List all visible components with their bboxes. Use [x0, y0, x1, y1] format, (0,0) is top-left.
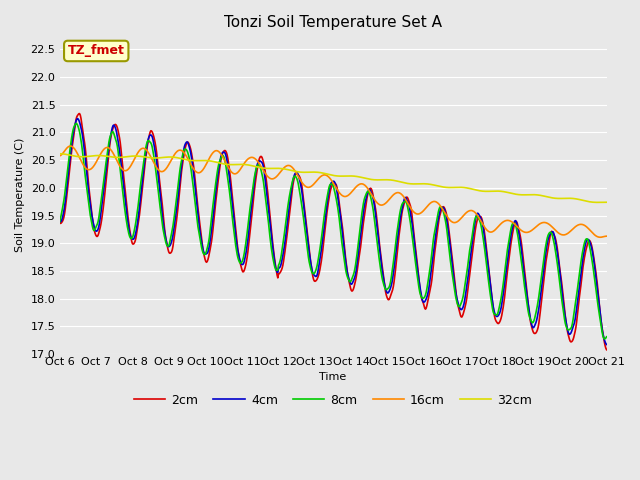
- Text: TZ_fmet: TZ_fmet: [68, 45, 125, 58]
- 8cm: [600, 336, 608, 342]
- 16cm: [269, 176, 276, 182]
- 8cm: [72, 120, 80, 126]
- 16cm: [121, 168, 129, 173]
- Legend: 2cm, 4cm, 8cm, 16cm, 32cm: 2cm, 4cm, 8cm, 16cm, 32cm: [129, 389, 537, 412]
- Y-axis label: Soil Temperature (C): Soil Temperature (C): [15, 138, 25, 252]
- 16cm: [248, 155, 256, 160]
- 16cm: [603, 233, 611, 239]
- 8cm: [56, 219, 63, 225]
- 2cm: [248, 210, 256, 216]
- 2cm: [421, 305, 429, 311]
- 8cm: [421, 294, 429, 300]
- 2cm: [56, 220, 63, 226]
- Line: 8cm: 8cm: [60, 123, 607, 339]
- Line: 4cm: 4cm: [60, 119, 607, 345]
- 4cm: [74, 116, 81, 121]
- Line: 16cm: 16cm: [60, 146, 607, 237]
- X-axis label: Time: Time: [319, 372, 347, 383]
- 32cm: [268, 166, 276, 171]
- 32cm: [603, 199, 611, 205]
- Line: 32cm: 32cm: [60, 154, 607, 203]
- 32cm: [56, 151, 63, 156]
- 2cm: [121, 181, 129, 187]
- 16cm: [67, 143, 74, 149]
- 8cm: [603, 334, 611, 340]
- 2cm: [221, 148, 229, 154]
- 8cm: [248, 190, 256, 196]
- 2cm: [269, 241, 276, 247]
- 4cm: [269, 245, 276, 251]
- 16cm: [56, 153, 63, 159]
- 4cm: [248, 199, 256, 204]
- 4cm: [421, 299, 429, 304]
- 32cm: [594, 200, 602, 205]
- 2cm: [390, 279, 398, 285]
- 32cm: [248, 163, 255, 168]
- 2cm: [76, 111, 83, 117]
- Line: 2cm: 2cm: [60, 114, 607, 350]
- 4cm: [56, 218, 63, 224]
- 4cm: [603, 342, 611, 348]
- 16cm: [421, 206, 429, 212]
- 8cm: [121, 204, 129, 210]
- 8cm: [390, 254, 398, 260]
- 4cm: [221, 150, 229, 156]
- Title: Tonzi Soil Temperature Set A: Tonzi Soil Temperature Set A: [224, 15, 442, 30]
- 32cm: [390, 178, 397, 183]
- 4cm: [390, 265, 398, 271]
- 32cm: [420, 181, 428, 187]
- 2cm: [603, 347, 611, 353]
- 32cm: [120, 154, 127, 160]
- 8cm: [221, 159, 229, 165]
- 32cm: [221, 161, 228, 167]
- 4cm: [121, 190, 129, 196]
- 16cm: [221, 158, 229, 164]
- 16cm: [390, 192, 398, 197]
- 8cm: [269, 255, 276, 261]
- 16cm: [596, 234, 604, 240]
